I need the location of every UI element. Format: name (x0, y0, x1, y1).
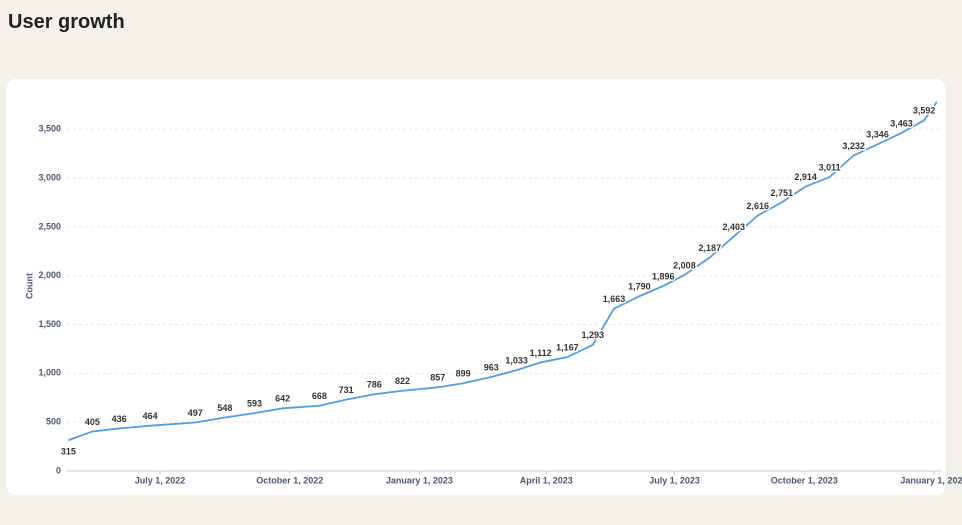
y-tick-label: 2,500 (38, 221, 61, 231)
value-label: 1,033 (505, 356, 528, 366)
value-label: 1,167 (556, 342, 579, 352)
value-label: 2,616 (746, 201, 769, 211)
chart-card (7, 79, 945, 495)
line (68, 101, 938, 442)
x-tick-label: January 1, 2023 (386, 475, 453, 485)
x-tick-label: April 1, 2023 (520, 475, 573, 485)
y-tick-label: 0 (56, 465, 61, 475)
value-label: 3,463 (890, 118, 913, 128)
value-label: 1,790 (628, 282, 651, 292)
value-label: 593 (247, 398, 262, 408)
value-label: 3,011 (819, 162, 841, 172)
value-label: 548 (217, 403, 232, 413)
value-label: 731 (339, 385, 354, 395)
value-label: 857 (430, 373, 445, 383)
page-title: User growth (8, 11, 125, 33)
value-label: 1,663 (603, 294, 626, 304)
value-label: 2,751 (770, 188, 793, 198)
x-tick-label: October 1, 2022 (256, 475, 323, 485)
y-tick-label: 3,000 (38, 172, 61, 182)
value-label: 3,232 (842, 141, 865, 151)
y-tick-label: 2,000 (38, 270, 61, 280)
value-label: 899 (456, 369, 471, 379)
value-label: 642 (275, 394, 290, 404)
y-tick-label: 1,000 (38, 368, 61, 378)
value-label: 3,592 (913, 106, 936, 116)
value-label: 2,914 (794, 172, 817, 182)
y-axis-label: Count (24, 273, 34, 299)
value-label: 2,187 (699, 243, 722, 253)
value-label: 2,403 (723, 222, 746, 232)
value-label: 3,346 (866, 130, 889, 140)
value-label: 1,896 (652, 271, 675, 281)
y-tick-label: 1,500 (38, 319, 61, 329)
x-tick-label: July 1, 2022 (135, 475, 186, 485)
x-tick-label: July 1, 2023 (649, 475, 700, 485)
value-label: 464 (143, 411, 158, 421)
value-label: 1,293 (582, 330, 605, 340)
value-label: 822 (395, 376, 410, 386)
y-tick-label: 500 (46, 417, 61, 427)
value-label: 2,008 (673, 260, 696, 270)
value-label: 1,112 (530, 348, 552, 358)
x-tick-label: October 1, 2023 (771, 475, 838, 485)
x-tick-label: January 1, 2024 (900, 475, 962, 485)
value-label: 786 (367, 380, 382, 390)
y-tick-label: 3,500 (38, 124, 61, 134)
value-label: 436 (112, 414, 127, 424)
value-label: 668 (312, 391, 327, 401)
value-label: 315 (61, 447, 76, 457)
value-label: 405 (85, 417, 100, 427)
value-label: 497 (188, 408, 203, 418)
value-label: 963 (484, 362, 499, 372)
